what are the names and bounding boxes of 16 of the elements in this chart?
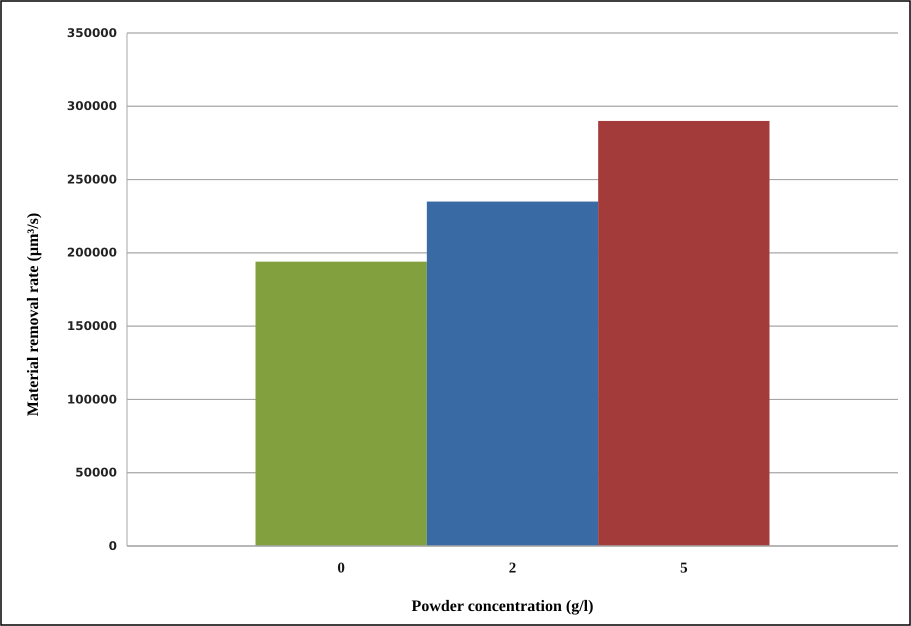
y-tick-label: 0 <box>108 538 117 553</box>
bar <box>256 262 427 546</box>
y-tick-label: 300000 <box>66 99 117 114</box>
bar <box>598 120 770 546</box>
y-tick-label: 50000 <box>75 466 117 480</box>
x-tick-label: 2 <box>508 560 516 577</box>
y-tick-label: 350000 <box>66 26 117 40</box>
y-tick-label: 150000 <box>66 318 117 333</box>
x-axis-title: Powder concentration (g/l) <box>412 598 594 615</box>
x-tick-label: 5 <box>680 560 688 577</box>
x-tick-label: 0 <box>337 560 345 577</box>
y-axis-title: Material removal rate (µm³/s) <box>25 212 42 416</box>
y-tick-label: 100000 <box>66 392 117 406</box>
bar <box>426 202 598 546</box>
y-tick-label: 200000 <box>66 246 117 260</box>
y-tick-label: 250000 <box>66 172 117 186</box>
